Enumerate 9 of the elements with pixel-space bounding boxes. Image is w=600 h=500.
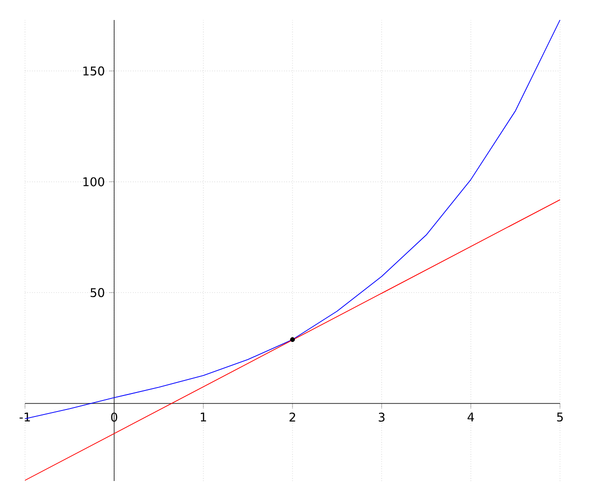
x-tick-label: 1 bbox=[200, 412, 206, 422]
y-tick-label: 100 bbox=[83, 177, 104, 186]
x-tick-label: 5 bbox=[557, 412, 563, 422]
x-tick-label: 3 bbox=[378, 412, 385, 422]
y-tick-label: 150 bbox=[83, 66, 104, 76]
x-tick-label: 4 bbox=[468, 412, 474, 422]
x-tick-label: 2 bbox=[290, 412, 296, 422]
x-tick-label: -1 bbox=[20, 412, 30, 422]
y-tick-label: 50 bbox=[90, 288, 104, 298]
